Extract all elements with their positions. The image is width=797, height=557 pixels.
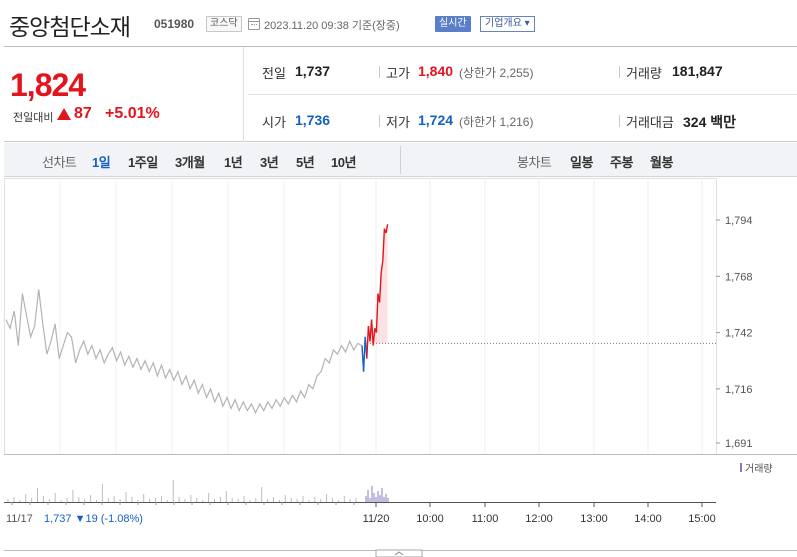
today-segment [378, 271, 382, 303]
y-tick-label: 1,768 [725, 271, 753, 283]
up-arrow-icon [57, 108, 71, 120]
current-price: 1,824 [10, 67, 86, 103]
y-tick-label: 1,742 [725, 328, 753, 340]
trade-amount-label: 거래대금 [626, 115, 674, 130]
change-percent: +5.01% [105, 105, 160, 122]
volume-bars [7, 480, 389, 502]
line-chart-label: 선차트 [42, 155, 77, 170]
prev-day-series [5, 289, 363, 415]
today-segment [380, 260, 384, 273]
period-5y[interactable]: 5년 [296, 155, 315, 170]
volume-legend-label: 거래량 [745, 463, 773, 475]
y-tick-label: 1,716 [725, 384, 753, 396]
trade-amount-value: 324 백만 [683, 114, 737, 130]
y-tick-label: 1,691 [725, 438, 753, 450]
open-value: 1,736 [295, 112, 331, 128]
low-value: 1,724 [418, 112, 454, 128]
high-value: 1,840 [418, 63, 454, 79]
timestamp: 2023.11.20 09:38 기준(장중) [264, 20, 400, 32]
period-monthly-candle[interactable]: 월봉 [650, 155, 673, 170]
candle-chart-label: 봉차트 [517, 155, 552, 170]
lower-limit: (하한가 1,216) [459, 115, 534, 129]
open-label: 시가 [262, 115, 286, 130]
today-segment [382, 228, 386, 262]
stock-name: 중앙첨단소재 [9, 15, 131, 41]
quote-separator [379, 115, 380, 127]
today-segment [372, 328, 376, 346]
period-weekly-candle[interactable]: 주봉 [610, 155, 633, 170]
vertical-gridlines [59, 178, 703, 454]
chart-canvas: 1,794 1,768 1,742 1,716 1,691 11/20 10:00 11:0… [4, 178, 797, 557]
period-1d[interactable]: 1일 [92, 155, 111, 170]
high-label: 고가 [386, 66, 410, 81]
price-plot-frame [4, 178, 717, 455]
low-label: 저가 [386, 115, 410, 130]
price-summary: 1,824 전일대비 87 +5.01% [4, 47, 244, 142]
today-segment [385, 224, 389, 234]
prev-day-summary: 1,737 ▼19 (-1.08%) [44, 513, 143, 525]
period-3y[interactable]: 3년 [260, 155, 279, 170]
period-divider [400, 146, 401, 174]
realtime-button[interactable]: 실시간 [435, 16, 471, 32]
quote-separator [619, 115, 620, 127]
period-1y[interactable]: 1년 [224, 155, 243, 170]
y-axis-ticks: 1,794 1,768 1,742 1,716 1,691 [716, 215, 753, 450]
stock-header: 중앙첨단소재 051980 코스닥 2023.11.20 09:38 기준(장중… [0, 0, 797, 46]
x-tick-label: 13:00 [580, 513, 608, 525]
volume-label: 거래량 [626, 66, 662, 81]
volume-value: 181,847 [672, 63, 723, 79]
prev-close-value: 1,737 [295, 63, 331, 79]
quote-panel: 1,824 전일대비 87 +5.01% 전일 1,737 고가 1,840 (… [4, 46, 797, 142]
chevron-up-icon [394, 551, 404, 556]
market-badge: 코스닥 [206, 16, 242, 32]
prev-day-price-line [5, 289, 363, 415]
calendar-icon [248, 18, 260, 30]
change-value: 87 [74, 105, 92, 122]
intraday-chart[interactable]: 1,794 1,768 1,742 1,716 1,691 11/20 10:00 11:0… [4, 178, 797, 557]
x-axis-ticks: 11/20 10:00 11:00 12:00 13:00 14:00 15:00 [11, 502, 716, 525]
y-tick-label: 1,794 [725, 215, 753, 227]
quote-divider [248, 94, 797, 95]
upper-limit: (상한가 2,255) [459, 66, 534, 80]
x-tick-label: 11/20 [363, 513, 390, 525]
x-tick-label: 11:00 [472, 513, 499, 525]
prev-close-label: 전일 [262, 66, 286, 81]
period-1w[interactable]: 1주일 [128, 155, 158, 170]
stock-code: 051980 [154, 17, 195, 31]
period-daily-candle[interactable]: 일봉 [570, 155, 593, 170]
period-3m[interactable]: 3개월 [175, 155, 205, 170]
x-tick-label: 10:00 [416, 513, 444, 525]
x-tick-label: 15:00 [688, 513, 716, 525]
change-label: 전일대비 [13, 112, 54, 124]
today-segment [366, 326, 370, 359]
company-overview-button[interactable]: 기업개요 ▾ [480, 16, 535, 32]
today-segment [375, 293, 379, 333]
volume-legend-swatch [740, 463, 742, 472]
period-10y[interactable]: 10년 [331, 155, 356, 170]
chart-period-bar: 선차트 1일 1주일 3개월 1년 3년 5년 10년 봉차트 일봉 주봉 월봉 [4, 143, 797, 177]
x-tick-label: 14:00 [634, 513, 662, 525]
prev-day-date: 11/17 [6, 513, 33, 525]
today-up-area [362, 224, 388, 344]
quote-separator [619, 66, 620, 78]
quote-separator [379, 66, 380, 78]
x-tick-label: 12:00 [525, 513, 553, 525]
zoom-handle[interactable] [375, 549, 423, 557]
today-price-line [361, 224, 716, 372]
